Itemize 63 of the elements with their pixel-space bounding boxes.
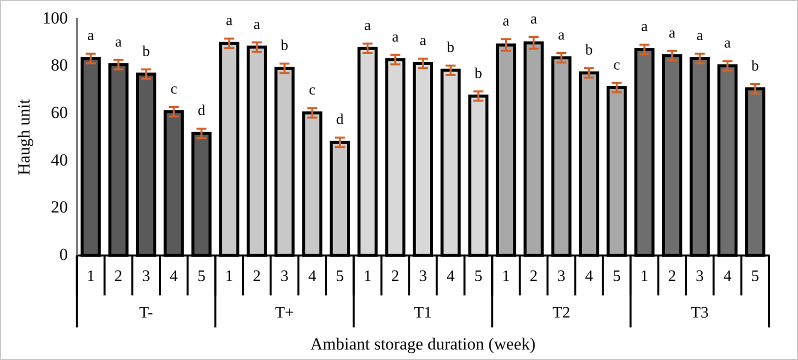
data-label: b [585,42,593,59]
data-label: a [115,34,122,50]
x-tick-label: 4 [723,268,732,286]
x-tick-label: 5 [197,268,206,286]
data-label: b [751,58,759,74]
x-tick-label: 4 [308,268,316,286]
x-tick-label: 1 [640,268,648,286]
x-tick-label: 4 [170,268,178,286]
x-tick-label: 3 [418,268,427,286]
data-label: a [226,13,233,30]
x-tick-label: 3 [280,268,289,286]
y-tick-label: 60 [50,103,68,122]
y-tick-label: 0 [59,244,68,264]
x-tick-label: 3 [696,268,704,286]
text: T1 [414,304,432,322]
text: T- [139,304,153,322]
data-label: b [280,38,288,54]
data-label: a [641,19,648,36]
data-label: a [420,33,427,50]
data-label: b [474,66,482,82]
data-label: b [142,44,150,60]
x-tick-label: 3 [557,268,566,286]
data-label: c [170,81,178,98]
x-axis-title: Ambiant storage duration (week) [310,334,536,354]
data-label: a [558,27,566,44]
x-tick-label: 4 [585,268,594,286]
y-tick-label: 100 [42,8,68,28]
x-tick-label: 4 [446,268,455,286]
x-tick-label: 2 [530,268,538,286]
data-label: a [530,11,538,28]
data-label: c [308,82,316,99]
x-tick-label: 1 [225,268,234,286]
data-label: a [254,16,261,33]
data-label: a [364,18,372,34]
x-tick-label: 5 [474,268,482,286]
text: T3 [690,304,709,322]
x-tick-label: 2 [252,268,261,286]
x-tick-label: 5 [751,268,760,286]
data-label: a [502,14,510,30]
text: T+ [275,304,294,322]
data-label: a [668,25,676,42]
x-tick-label: 5 [612,268,621,286]
x-tick-label: 1 [502,268,510,286]
data-label: a [392,29,399,46]
y-axis-title: Haugh unit [14,98,34,176]
x-tick-label: 2 [391,268,400,286]
text: T2 [552,304,570,322]
x-tick-label: 5 [336,268,344,286]
y-tick-label: 20 [50,198,68,217]
data-label: d [336,112,344,128]
x-tick-label: 1 [86,268,95,286]
data-label: a [696,28,704,44]
y-tick-label: 40 [50,150,68,170]
x-tick-label: 2 [668,268,676,286]
x-tick-label: 2 [114,268,122,286]
data-label: a [724,36,732,52]
data-label: b [446,40,454,56]
y-tick-label: 80 [50,56,68,75]
x-tick-label: 3 [142,268,150,286]
data-label: c [613,57,620,74]
data-label: d [198,103,206,120]
data-label: a [87,28,94,44]
x-tick-label: 1 [364,268,372,286]
